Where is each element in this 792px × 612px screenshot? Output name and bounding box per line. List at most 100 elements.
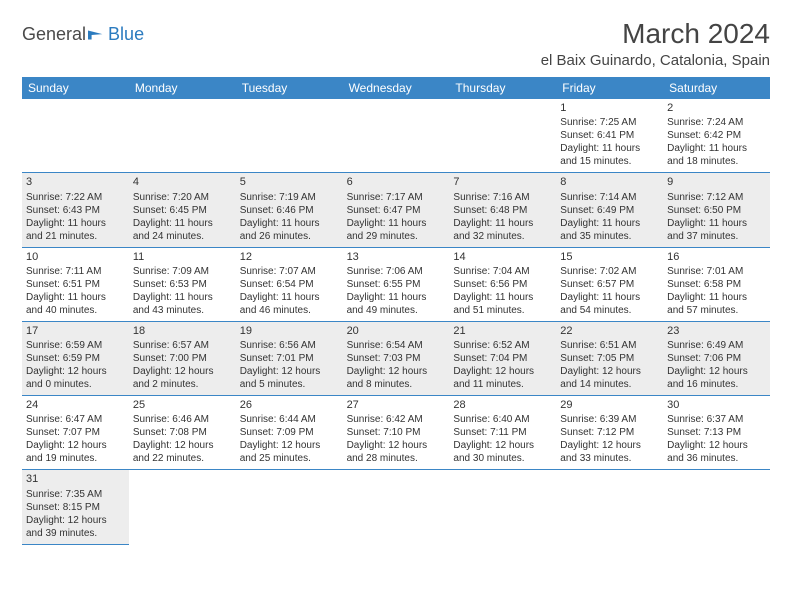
daylight-line: Daylight: 11 hours and 49 minutes. (347, 291, 446, 317)
daylight-line: Daylight: 12 hours and 2 minutes. (133, 365, 232, 391)
daylight-line: Daylight: 11 hours and 54 minutes. (560, 291, 659, 317)
sunrise-line: Sunrise: 7:22 AM (26, 191, 125, 204)
day-number: 11 (133, 250, 232, 264)
day-number: 15 (560, 250, 659, 264)
day-number: 12 (240, 250, 339, 264)
weekday-label: Tuesday (236, 77, 343, 99)
sunset-line: Sunset: 7:10 PM (347, 426, 446, 439)
sunrise-line: Sunrise: 7:07 AM (240, 265, 339, 278)
daylight-line: Daylight: 11 hours and 43 minutes. (133, 291, 232, 317)
day-number: 7 (453, 175, 552, 189)
daylight-line: Daylight: 12 hours and 22 minutes. (133, 439, 232, 465)
daylight-line: Daylight: 12 hours and 16 minutes. (667, 365, 766, 391)
sunset-line: Sunset: 7:12 PM (560, 426, 659, 439)
sunset-line: Sunset: 7:09 PM (240, 426, 339, 439)
daylight-line: Daylight: 12 hours and 39 minutes. (26, 514, 125, 540)
sunrise-line: Sunrise: 6:54 AM (347, 339, 446, 352)
sunset-line: Sunset: 7:07 PM (26, 426, 125, 439)
calendar-cell: 25Sunrise: 6:46 AMSunset: 7:08 PMDayligh… (129, 396, 236, 470)
daylight-line: Daylight: 12 hours and 5 minutes. (240, 365, 339, 391)
daylight-line: Daylight: 11 hours and 46 minutes. (240, 291, 339, 317)
calendar-cell: 31Sunrise: 7:35 AMSunset: 8:15 PMDayligh… (22, 470, 129, 544)
day-number: 25 (133, 398, 232, 412)
calendar-cell (663, 470, 770, 544)
sunrise-line: Sunrise: 6:40 AM (453, 413, 552, 426)
sunset-line: Sunset: 6:53 PM (133, 278, 232, 291)
day-number: 13 (347, 250, 446, 264)
day-number: 18 (133, 324, 232, 338)
sunrise-line: Sunrise: 6:57 AM (133, 339, 232, 352)
calendar-cell: 4Sunrise: 7:20 AMSunset: 6:45 PMDaylight… (129, 173, 236, 247)
sunset-line: Sunset: 7:13 PM (667, 426, 766, 439)
sunrise-line: Sunrise: 7:11 AM (26, 265, 125, 278)
daylight-line: Daylight: 11 hours and 57 minutes. (667, 291, 766, 317)
sunset-line: Sunset: 6:57 PM (560, 278, 659, 291)
sunrise-line: Sunrise: 7:24 AM (667, 116, 766, 129)
sunset-line: Sunset: 7:01 PM (240, 352, 339, 365)
sunrise-line: Sunrise: 6:51 AM (560, 339, 659, 352)
sunset-line: Sunset: 6:41 PM (560, 129, 659, 142)
sunrise-line: Sunrise: 7:09 AM (133, 265, 232, 278)
calendar-cell (22, 99, 129, 173)
calendar-cell: 12Sunrise: 7:07 AMSunset: 6:54 PMDayligh… (236, 248, 343, 322)
day-number: 29 (560, 398, 659, 412)
sunrise-line: Sunrise: 7:14 AM (560, 191, 659, 204)
calendar-cell (236, 99, 343, 173)
daylight-line: Daylight: 11 hours and 51 minutes. (453, 291, 552, 317)
title-area: March 2024 el Baix Guinardo, Catalonia, … (541, 18, 770, 69)
day-number: 9 (667, 175, 766, 189)
day-number: 23 (667, 324, 766, 338)
calendar-cell: 16Sunrise: 7:01 AMSunset: 6:58 PMDayligh… (663, 248, 770, 322)
weekday-label: Sunday (22, 77, 129, 99)
daylight-line: Daylight: 12 hours and 25 minutes. (240, 439, 339, 465)
daylight-line: Daylight: 12 hours and 11 minutes. (453, 365, 552, 391)
day-number: 20 (347, 324, 446, 338)
sunrise-line: Sunrise: 6:49 AM (667, 339, 766, 352)
calendar-cell: 15Sunrise: 7:02 AMSunset: 6:57 PMDayligh… (556, 248, 663, 322)
calendar-cell: 13Sunrise: 7:06 AMSunset: 6:55 PMDayligh… (343, 248, 450, 322)
sunrise-line: Sunrise: 6:52 AM (453, 339, 552, 352)
calendar-cell: 1Sunrise: 7:25 AMSunset: 6:41 PMDaylight… (556, 99, 663, 173)
sunset-line: Sunset: 6:48 PM (453, 204, 552, 217)
day-number: 24 (26, 398, 125, 412)
day-number: 1 (560, 101, 659, 115)
day-number: 6 (347, 175, 446, 189)
sunset-line: Sunset: 6:59 PM (26, 352, 125, 365)
calendar-cell: 23Sunrise: 6:49 AMSunset: 7:06 PMDayligh… (663, 322, 770, 396)
sunset-line: Sunset: 7:06 PM (667, 352, 766, 365)
calendar-cell: 7Sunrise: 7:16 AMSunset: 6:48 PMDaylight… (449, 173, 556, 247)
sunrise-line: Sunrise: 7:20 AM (133, 191, 232, 204)
sunset-line: Sunset: 6:43 PM (26, 204, 125, 217)
sunset-line: Sunset: 6:42 PM (667, 129, 766, 142)
daylight-line: Daylight: 12 hours and 8 minutes. (347, 365, 446, 391)
day-number: 22 (560, 324, 659, 338)
calendar-cell (556, 470, 663, 544)
daylight-line: Daylight: 11 hours and 18 minutes. (667, 142, 766, 168)
day-number: 19 (240, 324, 339, 338)
location: el Baix Guinardo, Catalonia, Spain (541, 52, 770, 69)
daylight-line: Daylight: 11 hours and 21 minutes. (26, 217, 125, 243)
calendar-cell: 28Sunrise: 6:40 AMSunset: 7:11 PMDayligh… (449, 396, 556, 470)
sunset-line: Sunset: 6:46 PM (240, 204, 339, 217)
day-number: 14 (453, 250, 552, 264)
sunset-line: Sunset: 6:45 PM (133, 204, 232, 217)
logo: General Blue (22, 18, 144, 45)
sunrise-line: Sunrise: 7:01 AM (667, 265, 766, 278)
day-number: 3 (26, 175, 125, 189)
calendar-cell: 27Sunrise: 6:42 AMSunset: 7:10 PMDayligh… (343, 396, 450, 470)
calendar-cell: 30Sunrise: 6:37 AMSunset: 7:13 PMDayligh… (663, 396, 770, 470)
day-number: 26 (240, 398, 339, 412)
sunrise-line: Sunrise: 6:37 AM (667, 413, 766, 426)
calendar-cell (449, 99, 556, 173)
sunset-line: Sunset: 7:03 PM (347, 352, 446, 365)
calendar-cell: 8Sunrise: 7:14 AMSunset: 6:49 PMDaylight… (556, 173, 663, 247)
calendar-cell: 19Sunrise: 6:56 AMSunset: 7:01 PMDayligh… (236, 322, 343, 396)
calendar-cell: 11Sunrise: 7:09 AMSunset: 6:53 PMDayligh… (129, 248, 236, 322)
day-number: 30 (667, 398, 766, 412)
calendar-cell: 2Sunrise: 7:24 AMSunset: 6:42 PMDaylight… (663, 99, 770, 173)
daylight-line: Daylight: 12 hours and 19 minutes. (26, 439, 125, 465)
daylight-line: Daylight: 11 hours and 40 minutes. (26, 291, 125, 317)
daylight-line: Daylight: 12 hours and 28 minutes. (347, 439, 446, 465)
sunrise-line: Sunrise: 7:12 AM (667, 191, 766, 204)
calendar-cell (449, 470, 556, 544)
